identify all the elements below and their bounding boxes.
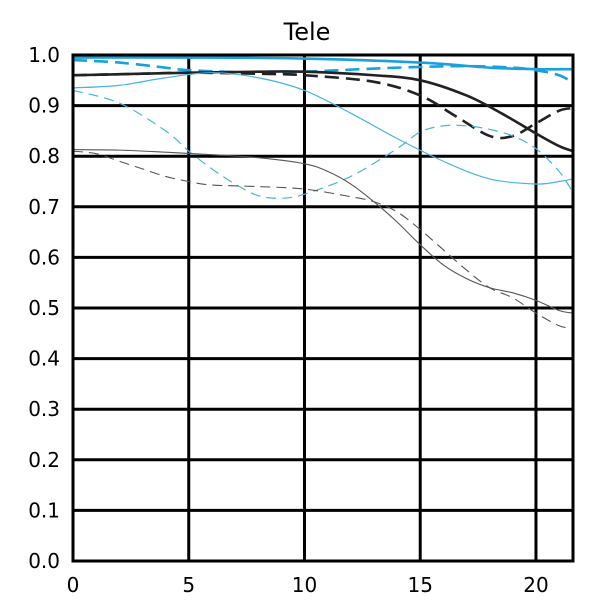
- x-tick-label-2: 10: [292, 573, 317, 597]
- y-tick-label-3: 0.3: [28, 397, 60, 421]
- y-tick-label-5: 0.5: [28, 296, 60, 320]
- y-tick-label-2: 0.2: [28, 448, 60, 472]
- y-tick-label-9: 0.9: [28, 94, 60, 118]
- series-line-5: [72, 89, 574, 199]
- y-tick-label-4: 0.4: [28, 347, 60, 371]
- series-line-4: [72, 72, 574, 185]
- y-tick-label-7: 0.7: [28, 195, 60, 219]
- y-tick-labels: 0.0 0.1 0.2 0.3 0.4 0.5 0.6 0.7 0.8 0.9 1.0: [28, 43, 60, 573]
- plot-frame: [71, 53, 575, 563]
- x-tick-label-3: 15: [407, 573, 432, 597]
- y-tick-label-6: 0.6: [28, 245, 60, 269]
- series-line-3: [72, 71, 574, 140]
- x-tick-labels: 0 5 10 15 20: [67, 573, 549, 597]
- y-tick-label-1: 0.1: [28, 498, 60, 522]
- series-line-7: [72, 150, 574, 329]
- series-line-1: [72, 58, 574, 84]
- y-tick-label-8: 0.8: [28, 144, 60, 168]
- series-group: [72, 56, 574, 329]
- x-tick-label-0: 0: [67, 573, 80, 597]
- x-tick-label-4: 20: [523, 573, 548, 597]
- chart-title: Tele: [283, 18, 331, 46]
- y-tick-label-0: 0.0: [28, 549, 60, 573]
- series-line-2: [72, 70, 574, 153]
- y-tick-label-10: 1.0: [28, 43, 60, 67]
- series-line-6: [72, 149, 574, 314]
- series-line-0: [72, 56, 574, 71]
- x-tick-label-1: 5: [182, 573, 195, 597]
